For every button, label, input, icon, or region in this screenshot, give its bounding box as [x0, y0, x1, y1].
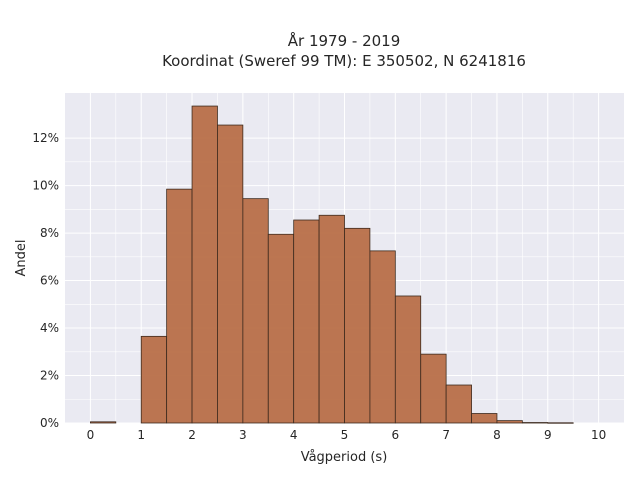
x-tick-label-4: 4	[290, 428, 298, 442]
x-axis-label: Vågperiod (s)	[301, 450, 388, 465]
histogram-bar-0	[90, 421, 117, 424]
histogram-bar-5	[217, 124, 244, 424]
y-tick-label-5: 10%	[32, 179, 59, 193]
histogram-bar-18	[547, 422, 574, 424]
x-tick-label-3: 3	[239, 428, 247, 442]
chart-title-line2: Koordinat (Sweref 99 TM): E 350502, N 62…	[162, 52, 526, 70]
histogram-bar-3	[166, 188, 193, 424]
histogram-bar-2	[140, 335, 168, 424]
x-tick-label-0: 0	[87, 428, 95, 442]
x-tick-label-1: 1	[137, 428, 145, 442]
y-tick-label-0: 0%	[40, 416, 59, 430]
histogram-bar-15	[471, 413, 498, 424]
y-axis-ticks: 0% 2% 4% 6% 8% 10% 12%	[32, 131, 59, 430]
histogram-bar-12	[394, 295, 422, 424]
x-tick-label-2: 2	[188, 428, 196, 442]
histogram-bar-6	[242, 198, 269, 424]
y-tick-label-3: 6%	[40, 274, 59, 288]
x-tick-label-6: 6	[391, 428, 399, 442]
histogram-bar-8	[293, 219, 320, 424]
y-tick-label-2: 4%	[40, 321, 59, 335]
x-tick-label-7: 7	[442, 428, 450, 442]
bars	[90, 105, 574, 424]
histogram-bar-13	[420, 353, 447, 424]
histogram-bar-17	[521, 422, 549, 424]
y-axis-label: Andel	[14, 240, 29, 277]
histogram-bar-7	[267, 233, 295, 424]
histogram-bar-4	[191, 105, 218, 424]
x-axis-ticks: 0 1 2 3 4 5 6 7 8 9 10	[87, 428, 607, 442]
chart-title-line1: År 1979 - 2019	[288, 31, 401, 50]
histogram-bar-10	[344, 227, 371, 424]
y-tick-label-1: 2%	[40, 369, 59, 383]
histogram-bar-11	[369, 250, 396, 424]
y-tick-label-6: 12%	[32, 131, 59, 145]
y-tick-label-4: 8%	[40, 226, 59, 240]
histogram-bar-9	[318, 214, 345, 424]
x-tick-label-5: 5	[341, 428, 349, 442]
histogram-bar-16	[496, 420, 523, 424]
x-tick-label-8: 8	[493, 428, 501, 442]
histogram-bar-14	[445, 384, 472, 424]
x-tick-label-9: 9	[544, 428, 552, 442]
x-tick-label-10: 10	[591, 428, 606, 442]
